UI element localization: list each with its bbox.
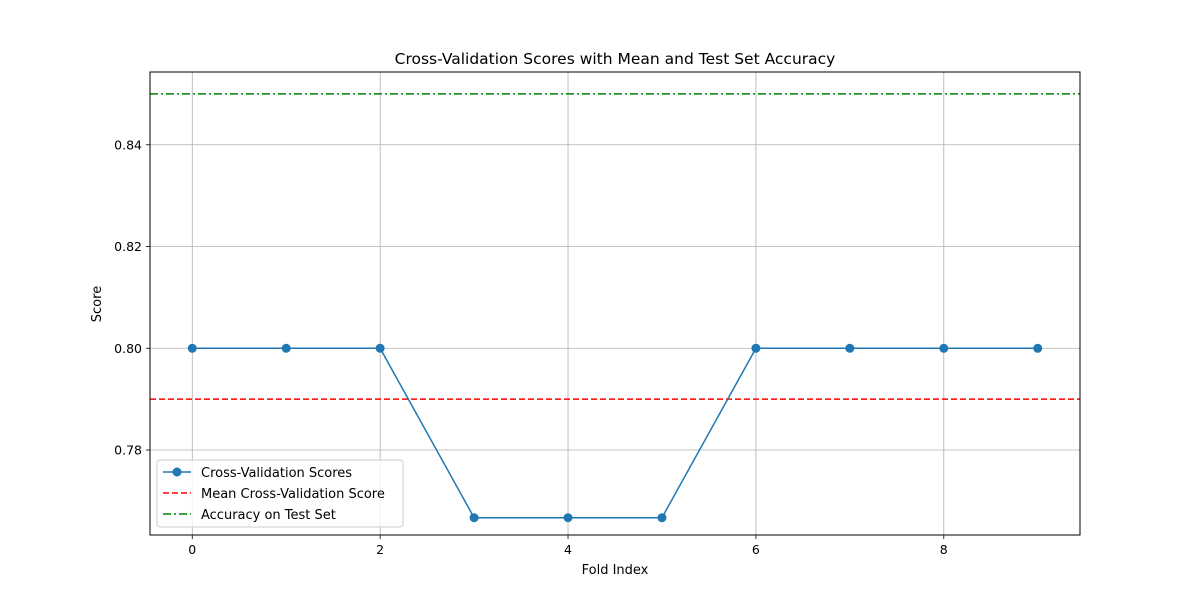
y-axis-label: Score [90, 286, 105, 322]
x-tick-label-4: 4 [564, 542, 572, 557]
legend-marker-cv-scores [172, 467, 182, 477]
legend-label-test: Accuracy on Test Set [201, 508, 336, 523]
data-point-fold-3 [469, 513, 479, 523]
chart-title: Cross-Validation Scores with Mean and Te… [395, 50, 836, 68]
data-point-fold-5 [657, 513, 667, 523]
y-tick-label-0.78: 0.78 [114, 443, 142, 458]
data-point-fold-9 [1033, 343, 1043, 353]
data-point-fold-6 [751, 343, 761, 353]
y-tick-label-0.84: 0.84 [114, 137, 142, 152]
data-point-fold-0 [187, 343, 197, 353]
data-point-fold-2 [375, 343, 385, 353]
series-layer [187, 343, 1043, 523]
x-tick-label-0: 0 [188, 542, 196, 557]
legend: Cross-Validation Scores Mean Cross-Valid… [156, 459, 404, 528]
x-tick-label-2: 2 [376, 542, 384, 557]
legend-label-mean: Mean Cross-Validation Score [201, 487, 385, 502]
x-axis-label: Fold Index [582, 563, 649, 578]
x-tick-label-8: 8 [940, 542, 948, 557]
y-ticks: 0.78 0.80 0.82 0.84 [114, 137, 150, 458]
series-line-cv-scores [192, 347, 1038, 519]
y-tick-label-0.82: 0.82 [114, 239, 142, 254]
data-point-fold-4 [563, 513, 573, 523]
legend-label-cv-scores: Cross-Validation Scores [201, 466, 352, 481]
x-tick-label-6: 6 [752, 542, 760, 557]
y-tick-label-0.80: 0.80 [114, 341, 142, 356]
reference-lines-layer [150, 93, 1080, 400]
data-point-fold-8 [939, 343, 949, 353]
data-point-fold-1 [281, 343, 291, 353]
legend-box [156, 459, 404, 528]
x-ticks: 0 2 4 6 8 [188, 535, 948, 557]
data-point-fold-7 [845, 343, 855, 353]
plot-frame [149, 71, 1081, 536]
